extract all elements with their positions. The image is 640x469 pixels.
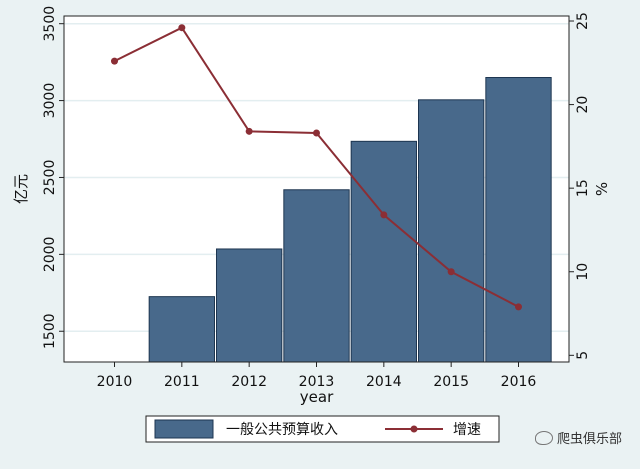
x-tick-label: 2015 bbox=[433, 374, 469, 390]
y-right-tick-label: 15 bbox=[575, 179, 591, 197]
y-right-tick-label: 5 bbox=[575, 351, 591, 360]
y-left-tick-label: 2500 bbox=[42, 160, 58, 196]
x-tick-label: 2010 bbox=[97, 374, 133, 390]
legend-bar-label: 一般公共预算收入 bbox=[226, 422, 338, 438]
line-point bbox=[515, 303, 522, 311]
line-point bbox=[245, 127, 253, 135]
x-tick-label: 2013 bbox=[299, 374, 335, 390]
legend-line-marker bbox=[410, 425, 418, 433]
bar bbox=[148, 296, 216, 363]
legend-line-label: 增速 bbox=[453, 422, 481, 438]
legend-bar-swatch bbox=[154, 419, 214, 439]
y-left-tick-label: 1500 bbox=[42, 313, 58, 349]
axes: 1500 2000 2500 3000 3500 亿元 5 10 15 20 25% 2010 2011… bbox=[12, 6, 611, 406]
line-point bbox=[111, 57, 118, 65]
y-left-tick-label: 3000 bbox=[42, 83, 58, 119]
bar bbox=[418, 99, 485, 363]
x-axis-label: year bbox=[300, 388, 334, 406]
y-right-axis-label: % bbox=[593, 182, 611, 196]
watermark-text: 爬虫俱乐部 bbox=[556, 432, 622, 447]
line-point bbox=[313, 129, 320, 137]
bar bbox=[485, 77, 552, 363]
bar bbox=[350, 140, 417, 363]
watermark: 爬虫俱乐部 bbox=[534, 428, 622, 447]
line-point bbox=[178, 24, 186, 32]
x-tick-label: 2012 bbox=[231, 374, 267, 390]
y-left-tick-label: 3500 bbox=[42, 6, 58, 42]
x-tick-label: 2016 bbox=[501, 374, 537, 390]
y-right-tick-label: 20 bbox=[575, 96, 591, 114]
bar bbox=[216, 248, 283, 363]
x-tick-label: 2011 bbox=[164, 374, 200, 390]
x-tick-label: 2014 bbox=[366, 374, 402, 390]
y-right-tick-label: 10 bbox=[575, 263, 591, 281]
line-point bbox=[447, 268, 455, 276]
line-point bbox=[380, 211, 388, 219]
y-left-tick-label: 2000 bbox=[42, 237, 58, 273]
y-left-axis-label: 亿元 bbox=[12, 174, 30, 204]
legend: 一般公共预算收入 增速 bbox=[145, 415, 500, 443]
line-series bbox=[111, 24, 522, 311]
bar bbox=[283, 189, 350, 363]
y-right-tick-label: 25 bbox=[575, 12, 591, 30]
bar-series bbox=[148, 77, 552, 363]
wechat-icon bbox=[534, 430, 553, 445]
